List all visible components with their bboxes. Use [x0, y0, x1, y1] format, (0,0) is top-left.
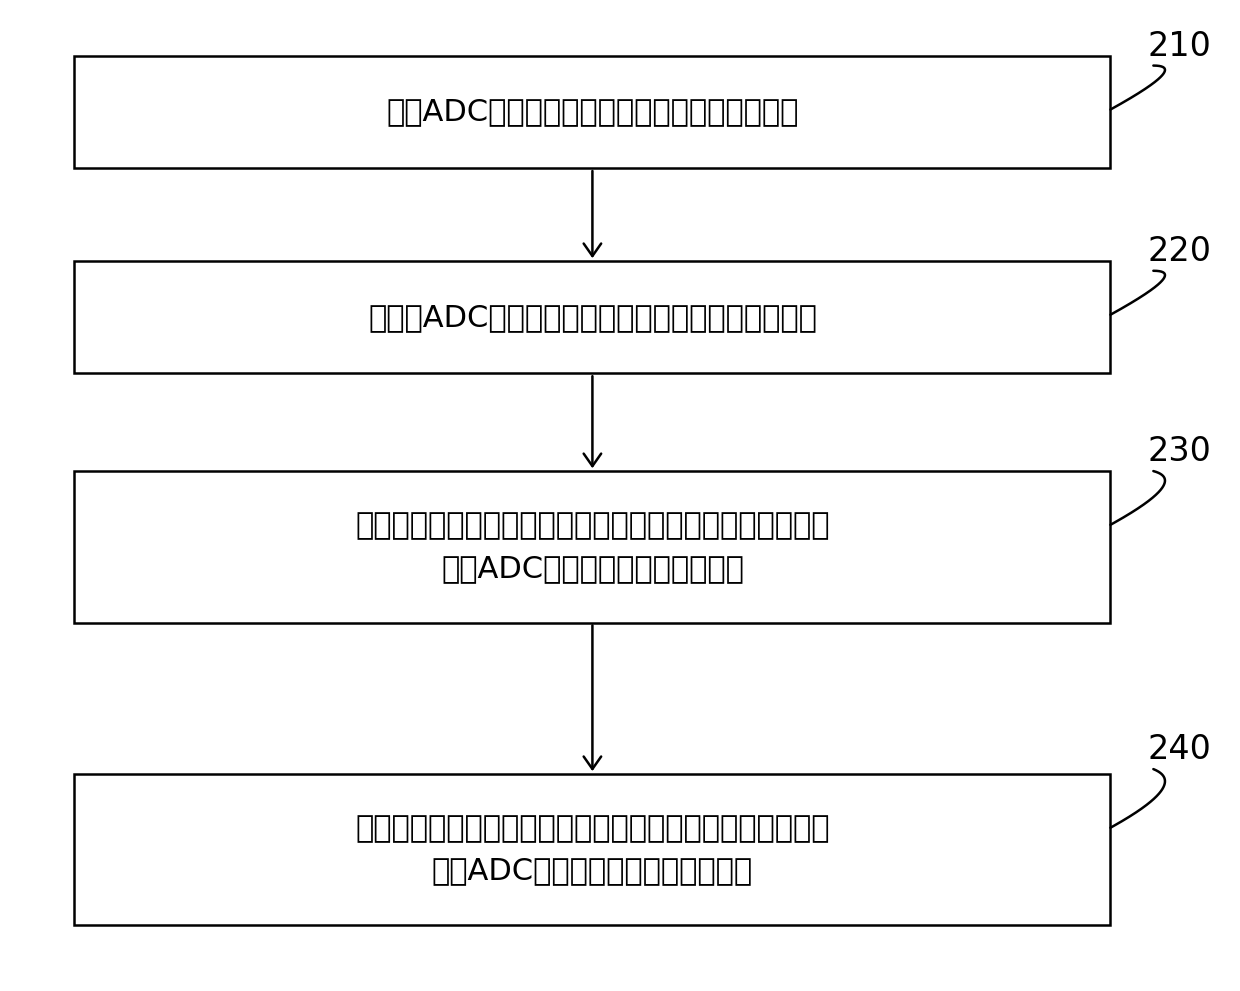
Bar	[74, 261, 1111, 374]
Text: 根据新串行数据、时钟信号及拼合用前导码序列，识别时间
交织ADC芯片采样数据是否同步成功: 根据新串行数据、时钟信号及拼合用前导码序列，识别时间 交织ADC芯片采样数据是否…	[355, 814, 830, 886]
Bar	[74, 55, 1111, 168]
Text: 240: 240	[1147, 733, 1211, 766]
Text: 接收ADC集成电路发送的新串行数据及时钟信号: 接收ADC集成电路发送的新串行数据及时钟信号	[386, 97, 799, 127]
Text: 根据新串行数据、时钟信号及拼合用前导码序列，识别时间
交织ADC芯片采样数据的开始位置: 根据新串行数据、时钟信号及拼合用前导码序列，识别时间 交织ADC芯片采样数据的开…	[355, 511, 830, 583]
Text: 210: 210	[1147, 30, 1211, 62]
Text: 230: 230	[1147, 435, 1211, 468]
Text: 220: 220	[1147, 235, 1211, 268]
Text: 根据与ADC集成电路的约定，得到拼合用前导码序列: 根据与ADC集成电路的约定，得到拼合用前导码序列	[368, 302, 817, 332]
Bar	[74, 471, 1111, 622]
Bar	[74, 774, 1111, 926]
